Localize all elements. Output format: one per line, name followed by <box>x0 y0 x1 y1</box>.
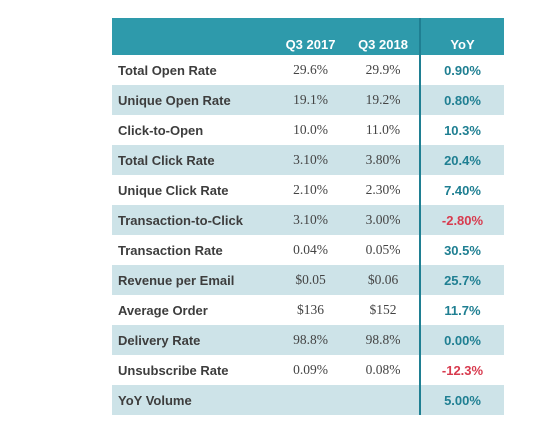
q3-2018-value-cell: $0.06 <box>367 272 399 287</box>
metric-label-cell: Unique Open Rate <box>118 92 231 108</box>
metric-label-cell: Unsubscribe Rate <box>118 362 229 378</box>
header-yoy: YoY <box>419 18 504 55</box>
table-row: Transaction-to-Click 3.10% 3.00% -2.80% <box>112 205 504 235</box>
metrics-table: Q3 2017 Q3 2018 YoY Total Open Rate 29.6%… <box>112 18 504 415</box>
q3-2017-value-cell: 0.04% <box>293 242 328 257</box>
q3-2018-value-cell: 29.9% <box>365 62 401 77</box>
metrics-table-container: Q3 2017 Q3 2018 YoY Total Open Rate 29.6%… <box>112 18 504 415</box>
metric-label-cell: Delivery Rate <box>118 332 201 348</box>
table-row: Transaction Rate 0.04% 0.05% 30.5% <box>112 235 504 265</box>
metric-label-cell: Transaction-to-Click <box>118 212 243 228</box>
q3-2018-value-cell: 19.2% <box>365 92 401 107</box>
q3-2017-value-cell: 29.6% <box>293 62 328 77</box>
table-row: Unique Click Rate 2.10% 2.30% 7.40% <box>112 175 504 205</box>
q3-2017-value-cell: 10.0% <box>293 122 328 137</box>
metric-label-cell: Transaction Rate <box>118 242 223 258</box>
metric-label-cell: Total Click Rate <box>118 152 215 168</box>
table-row: Unique Open Rate 19.1% 19.2% 0.80% <box>112 85 504 115</box>
table-row: Click-to-Open 10.0% 11.0% 10.3% <box>112 115 504 145</box>
metric-label-cell: Average Order <box>118 302 208 318</box>
yoy-value-cell: -12.3% <box>419 355 504 385</box>
table-row: Total Open Rate 29.6% 29.9% 0.90% <box>112 55 504 85</box>
table-row: Average Order $136 $152 11.7% <box>112 295 504 325</box>
q3-2018-value-cell: 98.8% <box>365 332 401 347</box>
yoy-value-cell: 0.90% <box>419 55 504 85</box>
yoy-value-cell: 30.5% <box>419 235 504 265</box>
yoy-value-cell: 20.4% <box>419 145 504 175</box>
header-metric <box>112 18 274 55</box>
header-q3-2017: Q3 2017 <box>285 37 336 52</box>
table-row: Delivery Rate 98.8% 98.8% 0.00% <box>112 325 504 355</box>
q3-2018-value-cell: 0.08% <box>365 362 401 377</box>
q3-2018-value-cell: 0.05% <box>365 242 401 257</box>
yoy-value-cell: 0.80% <box>419 85 504 115</box>
q3-2018-value-cell <box>347 385 420 415</box>
q3-2017-value-cell: 98.8% <box>293 332 328 347</box>
table-header-row: Q3 2017 Q3 2018 YoY <box>112 18 504 55</box>
metric-label-cell: Revenue per Email <box>118 272 235 288</box>
yoy-value-cell: 5.00% <box>419 385 504 415</box>
q3-2017-value-cell <box>274 385 347 415</box>
q3-2017-value-cell: 19.1% <box>293 92 328 107</box>
table-row: Total Click Rate 3.10% 3.80% 20.4% <box>112 145 504 175</box>
q3-2017-value-cell: 2.10% <box>293 182 328 197</box>
q3-2018-value-cell: 3.80% <box>365 152 401 167</box>
yoy-value-cell: -2.80% <box>419 205 504 235</box>
yoy-value-cell: 0.00% <box>419 325 504 355</box>
q3-2018-value-cell: 11.0% <box>365 122 401 137</box>
q3-2017-value-cell: 0.09% <box>293 362 328 377</box>
metric-label-cell: YoY Volume <box>118 392 192 408</box>
q3-2018-value-cell: 3.00% <box>365 212 401 227</box>
table-row: YoY Volume 5.00% <box>112 385 504 415</box>
q3-2018-value-cell: 2.30% <box>365 182 401 197</box>
table-body: Total Open Rate 29.6% 29.9% 0.90% Unique Ope… <box>112 55 504 415</box>
q3-2017-value-cell: $136 <box>297 302 324 317</box>
metric-label-cell: Click-to-Open <box>118 122 204 138</box>
q3-2017-value-cell: 3.10% <box>293 152 328 167</box>
yoy-value-cell: 7.40% <box>419 175 504 205</box>
q3-2018-value-cell: $152 <box>369 302 397 317</box>
metric-label-cell: Unique Click Rate <box>118 182 229 198</box>
yoy-value-cell: 25.7% <box>419 265 504 295</box>
q3-2017-value-cell: 3.10% <box>293 212 328 227</box>
yoy-value-cell: 10.3% <box>419 115 504 145</box>
table-row: Revenue per Email $0.05 $0.06 25.7% <box>112 265 504 295</box>
yoy-value-cell: 11.7% <box>419 295 504 325</box>
metric-label-cell: Total Open Rate <box>118 62 217 78</box>
q3-2017-value-cell: $0.05 <box>295 272 326 287</box>
header-q3-2018: Q3 2018 <box>358 37 408 52</box>
table-row: Unsubscribe Rate 0.09% 0.08% -12.3% <box>112 355 504 385</box>
